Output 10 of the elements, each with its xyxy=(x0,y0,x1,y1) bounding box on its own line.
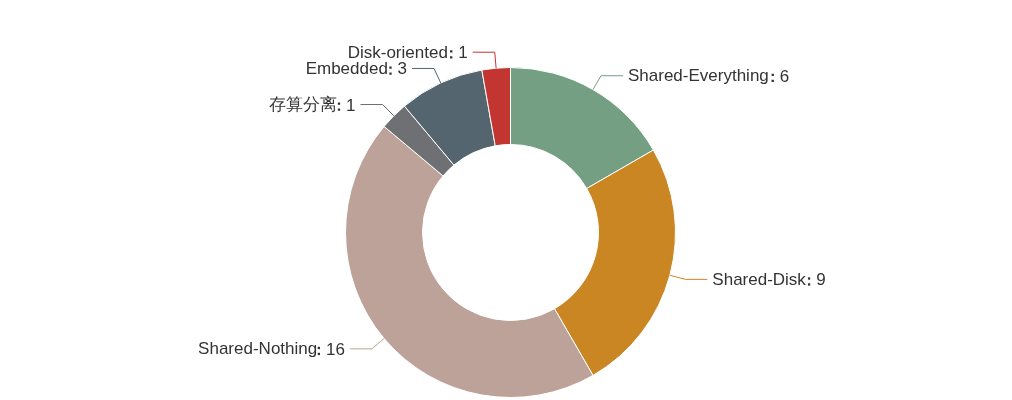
slice-label: Shared-Nothing xyxy=(198,339,318,359)
data-label: 9 xyxy=(816,270,826,290)
data-label: 1 xyxy=(458,43,468,63)
slice-label: Shared-Disk xyxy=(712,269,807,289)
data-label: 3 xyxy=(397,59,408,79)
slice-label: 存算分离 xyxy=(268,95,337,115)
data-label: 6 xyxy=(779,66,790,86)
data-label: 1 xyxy=(346,95,356,115)
slice-label: Shared-Everything xyxy=(628,66,769,86)
data-label: 16 xyxy=(325,339,345,359)
